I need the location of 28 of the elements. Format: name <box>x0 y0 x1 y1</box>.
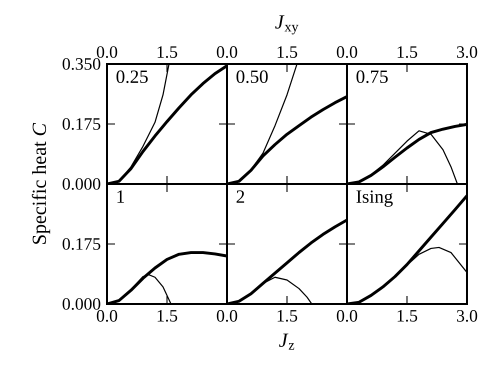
x-tick-label: 0.0 <box>336 310 358 322</box>
y-tick-label: 0.175 <box>62 118 100 130</box>
x-tick-label: 1.5 <box>278 46 298 58</box>
x-tick-label: 1.5 <box>398 46 418 58</box>
x-axis-title: J$_{z}$ <box>279 334 294 350</box>
annotation: 0.75 <box>356 70 388 84</box>
x-tick-label: 3.0 <box>456 310 478 322</box>
annotation: 0.50 <box>236 70 268 84</box>
x-tick-label: 1.5 <box>158 46 178 58</box>
x-tick-label: 0.0 <box>336 46 358 58</box>
x-tick-label: 3.0 <box>456 46 478 58</box>
annotation: 0.25 <box>116 70 148 84</box>
y-tick-label: 0.175 <box>62 238 100 250</box>
x-tick-label: 0.0 <box>216 310 238 322</box>
x-tick-label: 1.5 <box>278 310 298 322</box>
y-tick-label: 0.000 <box>62 298 100 310</box>
y-axis-title: Specific heat C <box>32 122 50 244</box>
annotation: 1 <box>117 190 124 203</box>
y-tick-label: 0.000 <box>62 178 100 190</box>
annotation: 2 <box>236 190 244 203</box>
y-tick-label: 0.350 <box>62 58 100 70</box>
x-tick-label: 0.0 <box>96 310 118 322</box>
annotation: Ising <box>356 190 393 207</box>
x-axis-title: J$_{xy}$ <box>275 15 298 34</box>
x-tick-label: 1.5 <box>158 310 178 322</box>
x-tick-label: 0.0 <box>216 46 238 58</box>
x-tick-label: 1.5 <box>398 310 418 322</box>
x-tick-label: 0.0 <box>96 46 118 58</box>
